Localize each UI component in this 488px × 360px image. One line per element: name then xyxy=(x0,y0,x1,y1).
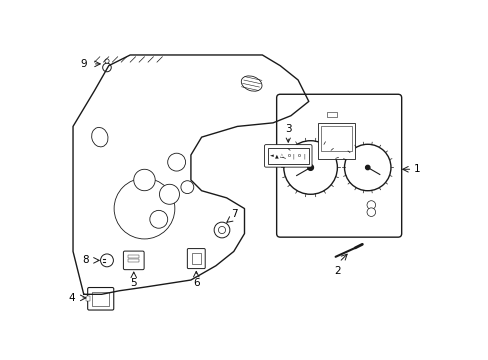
Text: ▲: ▲ xyxy=(274,153,278,158)
Circle shape xyxy=(101,254,113,267)
Bar xyxy=(128,259,139,262)
Circle shape xyxy=(134,169,155,191)
Bar xyxy=(85,296,90,301)
Circle shape xyxy=(104,59,109,63)
Ellipse shape xyxy=(241,76,262,91)
Circle shape xyxy=(307,165,313,170)
Text: 8: 8 xyxy=(82,255,89,265)
Text: o: o xyxy=(298,153,301,158)
Bar xyxy=(128,255,139,258)
Bar xyxy=(326,112,337,117)
Circle shape xyxy=(181,181,193,194)
Text: o: o xyxy=(287,153,290,158)
Bar xyxy=(317,123,354,158)
FancyBboxPatch shape xyxy=(187,249,205,269)
Text: ◄: ◄ xyxy=(269,153,273,158)
Text: 9: 9 xyxy=(81,59,87,69)
Circle shape xyxy=(366,201,375,209)
Circle shape xyxy=(283,141,337,194)
Circle shape xyxy=(149,210,167,228)
Bar xyxy=(192,253,200,264)
Bar xyxy=(267,148,308,164)
Circle shape xyxy=(167,153,185,171)
Text: 5: 5 xyxy=(130,278,137,288)
Text: 2: 2 xyxy=(333,266,340,276)
Text: 7: 7 xyxy=(230,209,237,219)
Circle shape xyxy=(366,208,375,216)
Circle shape xyxy=(365,165,369,170)
Text: |: | xyxy=(303,153,305,159)
FancyBboxPatch shape xyxy=(264,145,311,167)
Bar xyxy=(321,126,351,152)
Text: 4: 4 xyxy=(68,293,75,303)
Text: △: △ xyxy=(280,153,284,158)
Text: 3: 3 xyxy=(285,123,291,142)
Ellipse shape xyxy=(91,127,108,147)
Circle shape xyxy=(114,178,175,239)
Circle shape xyxy=(102,63,111,72)
Text: 1: 1 xyxy=(413,164,420,174)
Text: 6: 6 xyxy=(193,278,199,288)
Bar xyxy=(92,292,109,306)
FancyBboxPatch shape xyxy=(87,288,114,310)
Text: |: | xyxy=(292,153,294,159)
Circle shape xyxy=(218,226,225,234)
FancyBboxPatch shape xyxy=(276,94,401,237)
Circle shape xyxy=(214,222,229,238)
FancyBboxPatch shape xyxy=(123,251,144,270)
Circle shape xyxy=(159,184,179,204)
Circle shape xyxy=(344,144,390,191)
